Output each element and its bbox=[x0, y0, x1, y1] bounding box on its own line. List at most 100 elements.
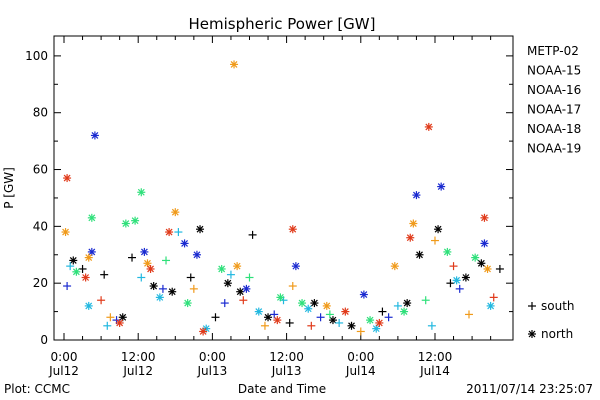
data-point-4-1 bbox=[84, 253, 93, 262]
data-point-5-4 bbox=[146, 264, 155, 273]
data-point-0-18 bbox=[378, 307, 387, 316]
data-point-0-13 bbox=[264, 313, 273, 322]
data-point-4-15 bbox=[464, 310, 473, 319]
data-point-5-5 bbox=[165, 228, 174, 237]
data-point-5-14 bbox=[424, 122, 433, 131]
legend: METP-02 NOAA-15 NOAA-16 NOAA-17 NOAA-18 NOAA-… bbox=[527, 44, 581, 341]
y-axis-label: P [GW] bbox=[2, 167, 16, 209]
data-point-1-10 bbox=[270, 310, 279, 319]
data-point-4-12 bbox=[390, 262, 399, 271]
plot-credit: Plot: CCMC bbox=[4, 382, 70, 396]
data-point-3-10 bbox=[298, 299, 307, 308]
data-point-1-2 bbox=[90, 131, 99, 140]
data-point-4-0 bbox=[61, 228, 70, 237]
data-point-0-4 bbox=[128, 253, 137, 262]
data-point-0-0 bbox=[69, 256, 78, 265]
chart-title: Hemispheric Power [GW] bbox=[189, 15, 376, 33]
data-point-4-14 bbox=[430, 236, 439, 245]
data-point-1-5 bbox=[158, 284, 167, 293]
data-point-4-11 bbox=[356, 327, 365, 336]
data-point-0-6 bbox=[168, 287, 177, 296]
data-point-0-10 bbox=[223, 279, 232, 288]
x-axis-label: Date and Time bbox=[238, 382, 326, 396]
x-tick-time-1: 12:00 bbox=[121, 350, 156, 364]
data-point-0-24 bbox=[477, 259, 486, 268]
data-point-5-16 bbox=[480, 213, 489, 222]
data-point-3-1 bbox=[87, 213, 96, 222]
data-point-0-3 bbox=[118, 313, 127, 322]
legend-entry-noaa-17: NOAA-17 bbox=[527, 103, 581, 117]
data-point-5-2 bbox=[97, 296, 106, 305]
data-point-5-3 bbox=[115, 318, 124, 327]
y-tick-label-4: 80 bbox=[33, 106, 48, 120]
x-tick-time-3: 12:00 bbox=[269, 350, 304, 364]
data-point-3-11 bbox=[325, 310, 334, 319]
data-point-0-11 bbox=[236, 287, 245, 296]
data-point-2-8 bbox=[254, 307, 263, 316]
data-point-0-9 bbox=[211, 313, 220, 322]
y-tick-label-2: 40 bbox=[33, 219, 48, 233]
data-point-3-13 bbox=[400, 307, 409, 316]
data-point-0-1 bbox=[78, 264, 87, 273]
series-noaa-15 bbox=[63, 131, 489, 325]
series-noaa-16 bbox=[66, 228, 495, 333]
data-point-4-9 bbox=[288, 282, 297, 291]
data-point-0-22 bbox=[446, 279, 455, 288]
data-point-1-13 bbox=[359, 290, 368, 299]
data-point-3-7 bbox=[217, 264, 226, 273]
data-point-4-5 bbox=[189, 284, 198, 293]
data-point-1-12 bbox=[316, 313, 325, 322]
data-point-0-19 bbox=[403, 299, 412, 308]
data-point-2-14 bbox=[427, 321, 436, 330]
x-tick-date-5: Jul14 bbox=[419, 364, 450, 378]
data-point-3-3 bbox=[131, 216, 140, 225]
data-point-5-10 bbox=[307, 321, 316, 330]
legend-marker-label-north: north bbox=[541, 327, 573, 341]
data-point-4-10 bbox=[322, 301, 331, 310]
data-point-3-15 bbox=[443, 247, 452, 256]
series-noaa-19 bbox=[63, 122, 498, 336]
data-point-2-11 bbox=[335, 318, 344, 327]
data-point-3-8 bbox=[245, 273, 254, 282]
data-point-0-14 bbox=[285, 318, 294, 327]
data-point-0-23 bbox=[461, 273, 470, 282]
data-point-5-1 bbox=[81, 273, 90, 282]
data-point-3-4 bbox=[137, 188, 146, 197]
x-tick-time-5: 12:00 bbox=[418, 350, 453, 364]
data-point-1-8 bbox=[220, 299, 229, 308]
data-point-3-0 bbox=[72, 267, 81, 276]
data-point-2-7 bbox=[226, 270, 235, 279]
data-point-4-7 bbox=[233, 262, 242, 271]
data-point-3-12 bbox=[366, 316, 375, 325]
data-point-4-13 bbox=[409, 219, 418, 228]
data-point-5-11 bbox=[341, 307, 350, 316]
legend-entry-noaa-15: NOAA-15 bbox=[527, 64, 581, 78]
data-point-0-2 bbox=[100, 270, 109, 279]
data-point-1-14 bbox=[384, 313, 393, 322]
series-metp-02 bbox=[69, 225, 504, 330]
data-point-2-10 bbox=[304, 304, 313, 313]
data-point-5-6 bbox=[199, 327, 208, 336]
data-point-0-12 bbox=[248, 230, 257, 239]
y-tick-label-3: 60 bbox=[33, 163, 48, 177]
legend-entry-noaa-16: NOAA-16 bbox=[527, 83, 581, 97]
data-point-1-18 bbox=[480, 239, 489, 248]
data-point-3-6 bbox=[183, 299, 192, 308]
x-tick-date-4: Jul14 bbox=[345, 364, 376, 378]
data-point-0-16 bbox=[328, 316, 337, 325]
data-point-1-17 bbox=[455, 284, 464, 293]
data-point-0-20 bbox=[415, 250, 424, 259]
series-noaa-17 bbox=[72, 188, 480, 325]
x-tick-date-3: Jul13 bbox=[271, 364, 302, 378]
data-point-0-21 bbox=[434, 225, 443, 234]
y-tick-label-5: 100 bbox=[25, 49, 48, 63]
data-point-5-7 bbox=[239, 296, 248, 305]
data-point-2-1 bbox=[84, 301, 93, 310]
data-point-4-4 bbox=[171, 208, 180, 217]
data-point-4-16 bbox=[483, 264, 492, 273]
data-point-5-13 bbox=[406, 233, 415, 242]
legend-entry-noaa-19: NOAA-19 bbox=[527, 142, 581, 156]
y-tick-label-1: 20 bbox=[33, 276, 48, 290]
data-points bbox=[61, 60, 504, 336]
